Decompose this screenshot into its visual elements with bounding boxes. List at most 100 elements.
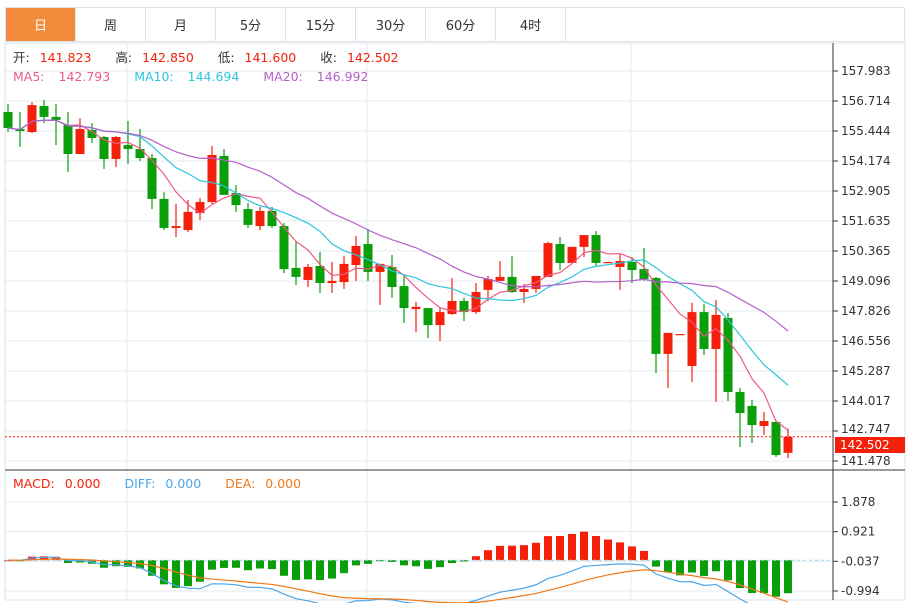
tab-4hour[interactable]: 4时 — [496, 8, 566, 41]
price-tick-label: 156.714 — [841, 94, 891, 108]
macd-histogram-bar — [580, 531, 588, 561]
price-tick-label: 145.287 — [841, 364, 891, 378]
macd-histogram-bar — [76, 560, 84, 563]
macd-histogram-bar — [736, 560, 744, 589]
chart-frame — [4, 42, 906, 601]
candle-down — [423, 308, 433, 326]
price-tick-label: 144.017 — [841, 394, 891, 408]
open-value: 141.823 — [39, 50, 92, 65]
price-tick-label: 142.747 — [841, 422, 891, 436]
price-tick-label: 155.444 — [841, 124, 891, 138]
candle-up — [471, 292, 481, 313]
candle-down — [63, 124, 73, 155]
candle-up — [603, 261, 613, 264]
macd-histogram-bar — [208, 560, 216, 570]
high-label: 高: — [115, 50, 133, 65]
candle-up — [447, 300, 457, 314]
tab-day[interactable]: 日 — [6, 8, 76, 41]
macd-histogram-bar — [388, 560, 396, 562]
tab-5min[interactable]: 5分 — [216, 8, 286, 41]
tab-week[interactable]: 周 — [76, 8, 146, 41]
tab-30min[interactable]: 30分 — [356, 8, 426, 41]
candle-up — [375, 263, 385, 272]
candle-down — [243, 209, 253, 225]
candle-up — [483, 279, 493, 290]
price-tick-label: 149.096 — [841, 274, 891, 288]
price-tick-label: 157.983 — [841, 64, 891, 78]
candle-up — [435, 312, 445, 326]
macd-histogram-bar — [748, 560, 756, 594]
macd-histogram-bar — [148, 560, 156, 576]
axes: 157.983 156.714 155.444 154.174 152.905 151.6… — [5, 43, 905, 600]
price-tick-label: 146.556 — [841, 334, 891, 348]
macd-histogram-bar — [760, 560, 768, 594]
candle-down — [699, 312, 709, 349]
open-label: 开: — [13, 50, 30, 65]
macd-histogram-bar — [784, 560, 792, 594]
candle-down — [507, 276, 517, 293]
candle-up — [327, 280, 337, 284]
current-price-label: 142.502 — [835, 437, 905, 453]
macd-histogram-bar — [340, 560, 348, 574]
candle-up — [183, 211, 193, 231]
macd-histogram-bar — [700, 560, 708, 576]
candle-down — [159, 198, 169, 228]
candle-down — [747, 405, 757, 426]
candle-down — [279, 226, 289, 270]
candle-up — [759, 421, 769, 426]
candle-up — [255, 210, 265, 227]
macd-panel — [4, 531, 833, 603]
diff-label: DIFF: — [124, 476, 156, 491]
candle-down — [723, 317, 733, 392]
price-tick-label: 154.174 — [841, 154, 891, 168]
macd-tick-label: 0.921 — [841, 525, 875, 539]
macd-histogram-bar — [364, 560, 372, 564]
macd-histogram-bar — [460, 560, 468, 562]
candle-up — [579, 235, 589, 247]
candle-down — [51, 116, 61, 120]
candle-up — [75, 128, 85, 155]
candle-down — [123, 145, 133, 150]
macd-histogram-bar — [424, 560, 432, 569]
macd-histogram-bar — [508, 545, 516, 561]
macd-histogram-bar — [676, 560, 684, 576]
macd-histogram-bar — [232, 560, 240, 568]
macd-histogram-bar — [172, 560, 180, 588]
tab-60min[interactable]: 60分 — [426, 8, 496, 41]
macd-histogram-bar — [280, 560, 288, 576]
dea-value: 0.000 — [265, 476, 302, 491]
candle-up — [339, 263, 349, 283]
macd-histogram-bar — [520, 545, 528, 561]
close-value: 142.502 — [346, 50, 399, 65]
candle-down — [135, 149, 145, 159]
macd-histogram-bar — [568, 533, 576, 561]
candle-down — [267, 210, 277, 227]
candle-down — [363, 244, 373, 272]
candle-down — [219, 155, 229, 195]
macd-histogram-bar — [304, 560, 312, 580]
low-label: 低: — [217, 50, 235, 65]
low-value: 141.600 — [244, 50, 297, 65]
tab-month[interactable]: 月 — [146, 8, 216, 41]
ma10-label: MA10: — [134, 69, 174, 84]
candle-down — [555, 244, 565, 263]
tab-15min[interactable]: 15分 — [286, 8, 356, 41]
macd-histogram-bar — [268, 560, 276, 570]
macd-histogram-bar — [292, 560, 300, 580]
macd-histogram-bar — [412, 560, 420, 567]
macd-histogram-bar — [640, 550, 648, 561]
macd-histogram-bar — [604, 539, 612, 561]
period-tabs: 日 周 月 5分 15分 30分 60分 4时 — [5, 7, 905, 42]
macd-legend: MACD: 0.000 DIFF: 0.000 DEA: 0.000 — [13, 476, 321, 492]
ma10-line — [7, 119, 789, 386]
macd-histogram-bar — [544, 536, 552, 561]
macd-tick-label: -0.994 — [841, 584, 880, 598]
candle-down — [387, 266, 397, 288]
macd-histogram-bar — [616, 542, 624, 561]
macd-histogram-bar — [724, 560, 732, 581]
candle-up — [411, 306, 421, 310]
candle-up — [111, 136, 121, 159]
candle-up — [27, 105, 37, 133]
macd-histogram-bar — [496, 545, 504, 561]
